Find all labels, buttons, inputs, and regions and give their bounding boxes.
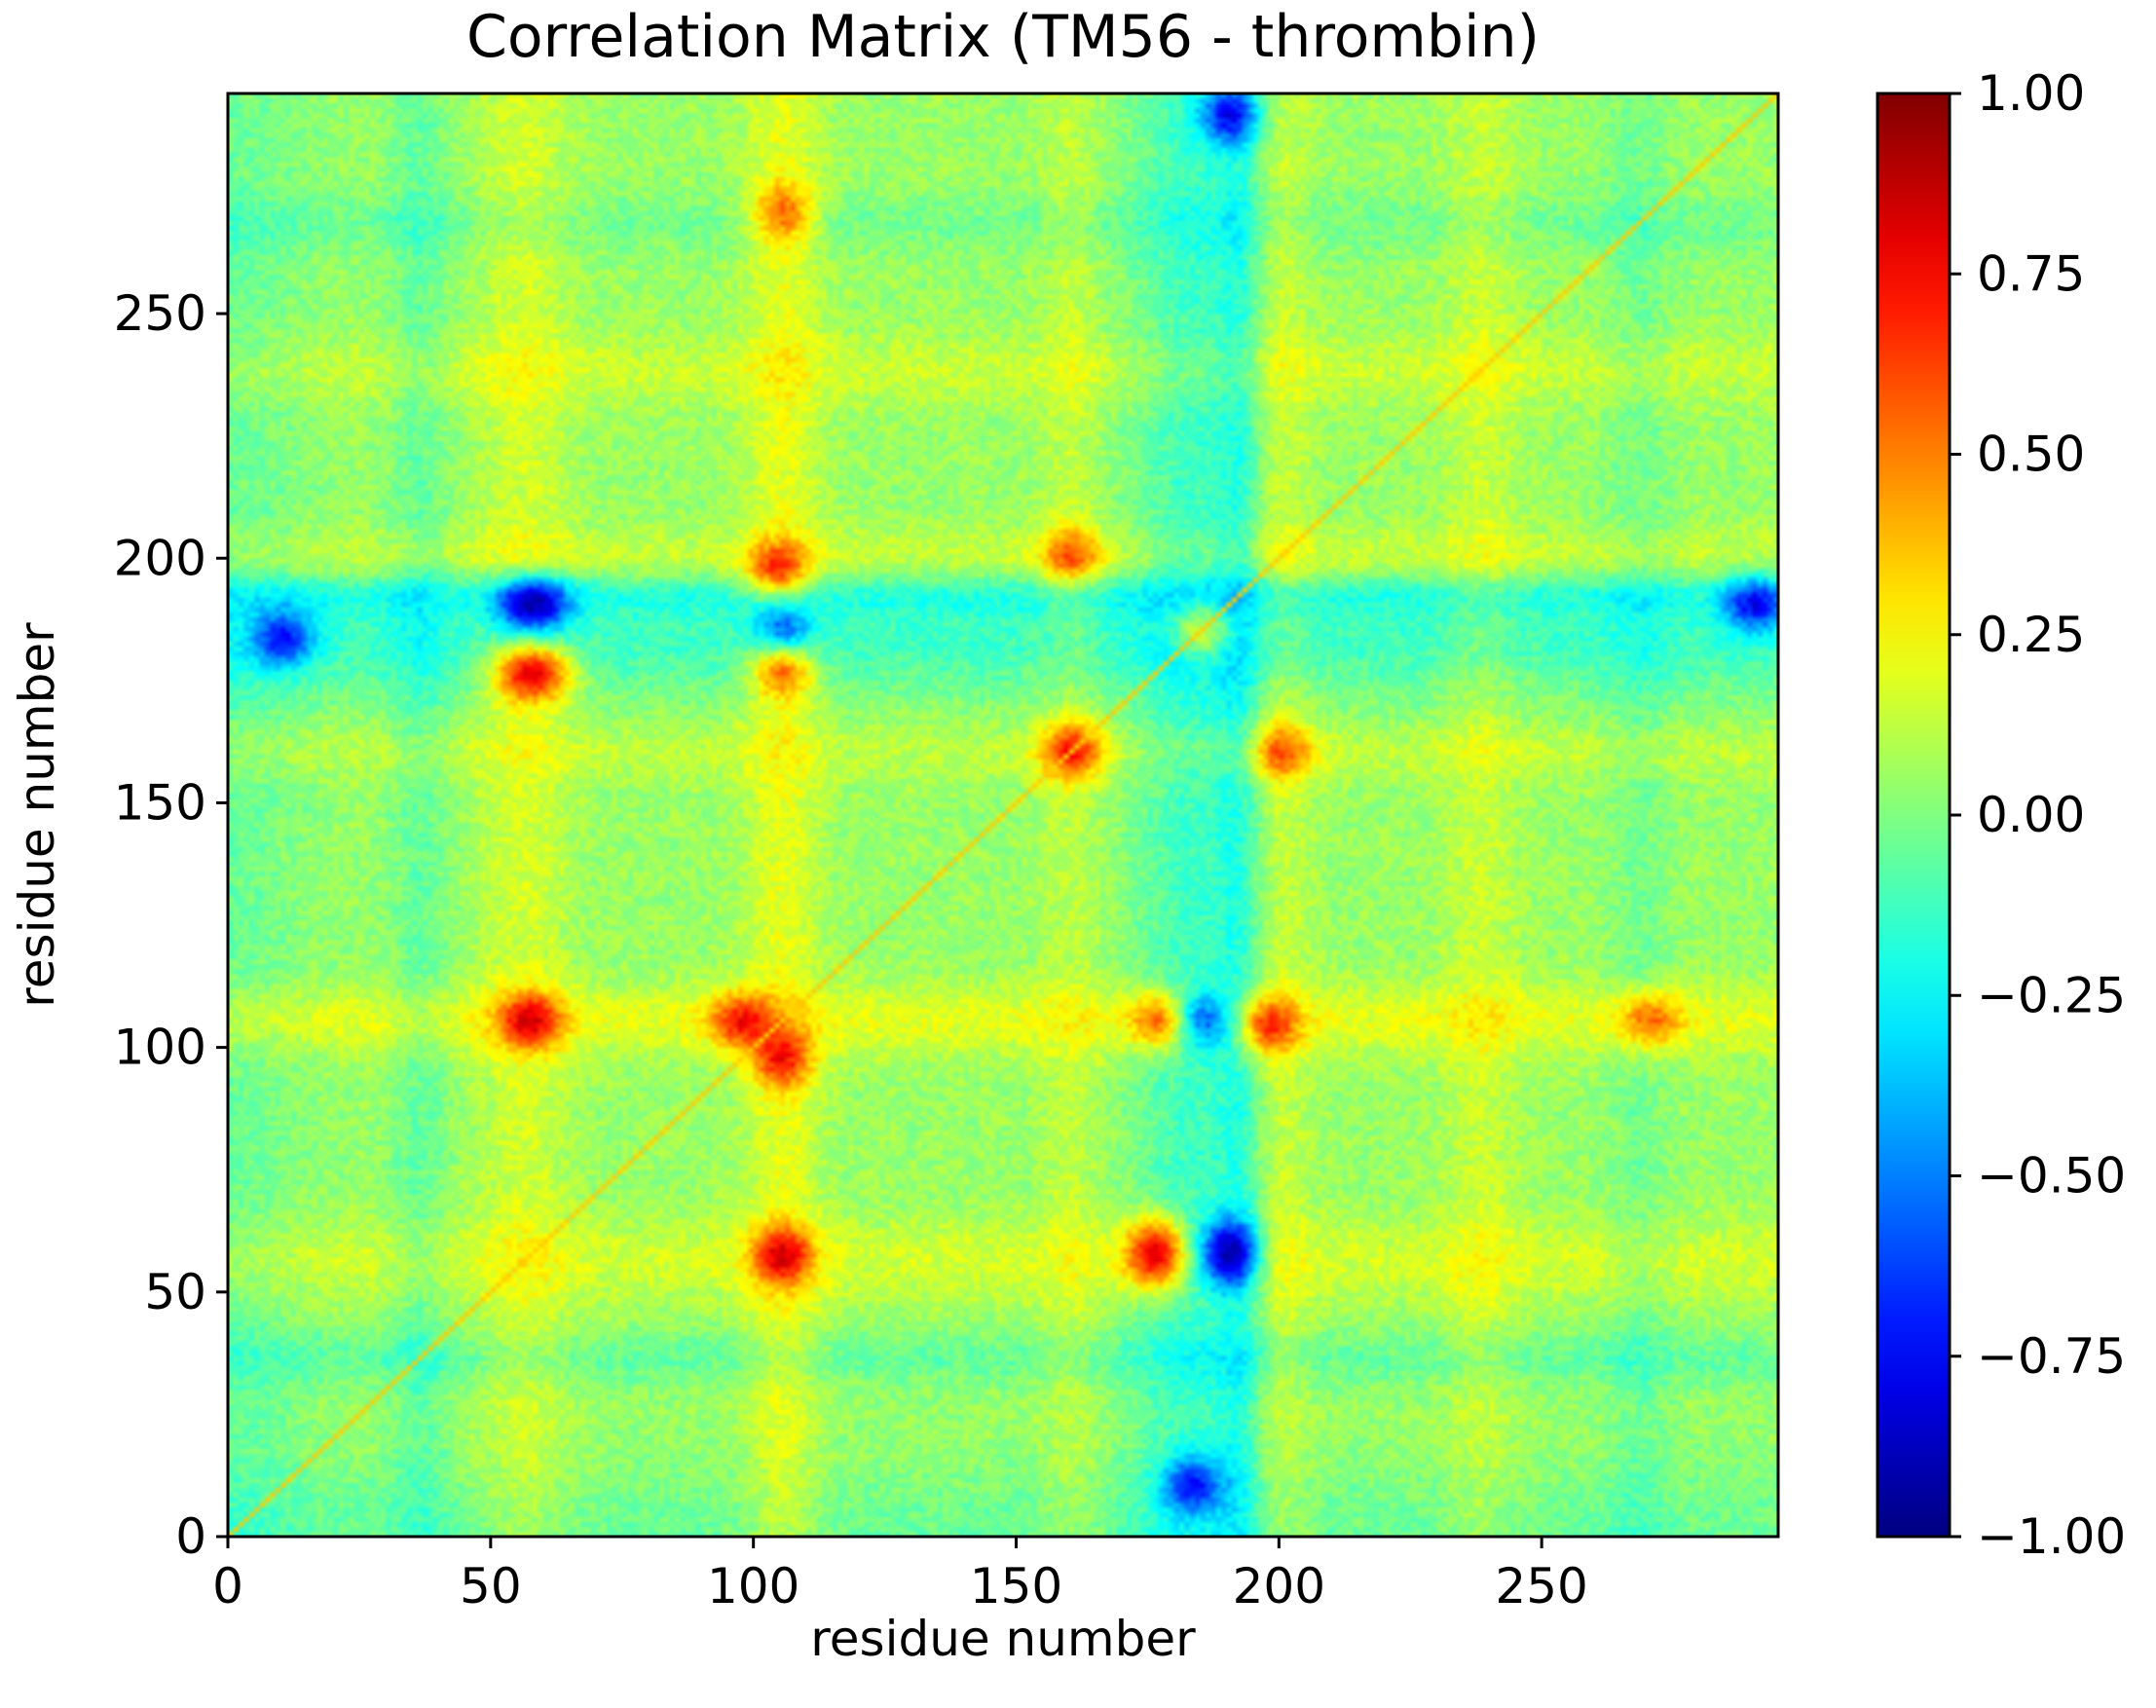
colorbar-tick-label: −0.75: [1977, 1328, 2126, 1385]
chart-title: Correlation Matrix (TM56 - thrombin): [466, 3, 1540, 71]
y-tick-label: 0: [175, 1508, 206, 1565]
heatmap-image: [228, 93, 1778, 1537]
x-tick-label: 0: [212, 1558, 243, 1615]
colorbar-tick-label: 0.25: [1977, 607, 2085, 663]
x-axis-label: residue number: [810, 1611, 1196, 1667]
colorbar-ticks: 1.00 0.75 0.50 0.25 0.00 −0.25 −0.50 −0.75 −1.00: [1950, 65, 2126, 1565]
y-tick-label: 150: [114, 774, 206, 831]
colorbar-tick-label: −1.00: [1977, 1508, 2126, 1565]
x-tick-label: 150: [970, 1558, 1062, 1615]
y-tick-label: 50: [144, 1264, 206, 1320]
colorbar-tick-label: 0.50: [1977, 427, 2085, 483]
y-tick-label: 100: [114, 1020, 206, 1076]
colorbar: 1.00 0.75 0.50 0.25 0.00 −0.25 −0.50 −0.75 −1.00: [1876, 65, 2126, 1565]
x-tick-label: 250: [1495, 1558, 1587, 1615]
colorbar-tick-label: −0.50: [1977, 1148, 2126, 1205]
y-tick-label: 250: [114, 285, 206, 342]
colorbar-tick-label: 0.75: [1977, 245, 2085, 302]
colorbar-gradient: [1877, 93, 1950, 1537]
heatmap-plot: [226, 92, 1780, 1539]
y-tick-label: 200: [114, 530, 206, 586]
colorbar-tick-label: 1.00: [1977, 65, 2085, 122]
y-axis-label: residue number: [9, 622, 65, 1008]
x-tick-label: 100: [707, 1558, 799, 1615]
x-tick-label: 200: [1233, 1558, 1325, 1615]
plot-frame: [226, 92, 1780, 1539]
x-axis-ticks: 0 50 100 150 200 250: [212, 1537, 1588, 1615]
colorbar-tick-label: −0.25: [1977, 967, 2126, 1023]
y-axis-ticks: 0 50 100 150 200 250: [114, 285, 228, 1565]
colorbar-tick-label: 0.00: [1977, 787, 2085, 843]
x-tick-label: 50: [460, 1558, 522, 1615]
